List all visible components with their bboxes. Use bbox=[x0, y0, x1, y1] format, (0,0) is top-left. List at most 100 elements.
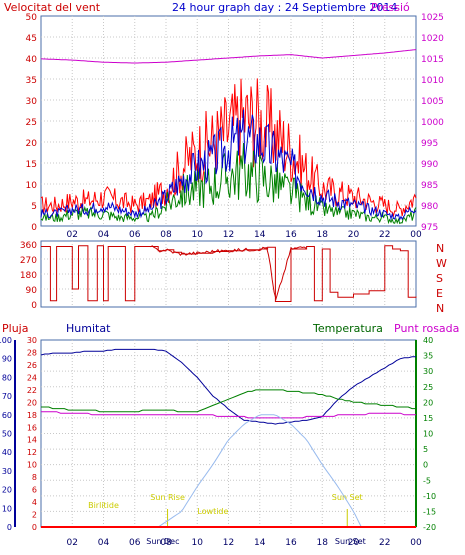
p3-humidity-tick: 50 bbox=[2, 430, 12, 439]
p3-temperature-tick: -20 bbox=[423, 523, 436, 532]
p1-right-tick: 975 bbox=[421, 223, 438, 233]
dewpoint-line bbox=[41, 411, 416, 419]
p3-annotation: Sun Set bbox=[335, 537, 366, 546]
p1-x-tick: 04 bbox=[98, 230, 110, 240]
p1-left-tick: 20 bbox=[26, 139, 38, 149]
wind-speed-line bbox=[40, 109, 417, 222]
wind-average-line bbox=[40, 142, 417, 225]
chart-title: 24 hour graph day : 24 Septiembre 2014 bbox=[172, 1, 397, 14]
p1-x-tick: 10 bbox=[192, 230, 204, 240]
p3-rain-tick: 10 bbox=[27, 461, 37, 470]
p3-humidity-tick: 90 bbox=[2, 355, 12, 364]
p2-compass-label: E bbox=[436, 287, 443, 300]
p3-x-tick: 18 bbox=[317, 538, 329, 548]
p3-rain-tick: 0 bbox=[32, 523, 37, 532]
p3-x-tick: 14 bbox=[254, 538, 266, 548]
pressure-line bbox=[40, 49, 417, 64]
p3-x-tick: 12 bbox=[223, 538, 234, 548]
p1-x-tick: 06 bbox=[129, 230, 141, 240]
panel3-annotations: Birlitide Sun Rise Lowtide Sun Set Sun Dec Su… bbox=[88, 493, 366, 546]
p3-annotation: Lowtide bbox=[197, 507, 228, 516]
p1-left-tick: 40 bbox=[26, 55, 38, 65]
p3-x-tick: 08 bbox=[160, 538, 172, 548]
p3-temperature-tick: -5 bbox=[423, 476, 431, 485]
p3-rain-tick: 8 bbox=[32, 473, 37, 482]
p1-right-tick: 985 bbox=[421, 181, 438, 191]
p3-temperature-tick: 10 bbox=[423, 430, 433, 439]
p3-rain-tick: 14 bbox=[27, 436, 37, 445]
p3-humidity-tick: 40 bbox=[2, 448, 12, 457]
p3-rain-tick: 20 bbox=[27, 398, 37, 407]
p3-temperature-tick: 20 bbox=[423, 398, 433, 407]
p3-humidity-tick: 30 bbox=[2, 467, 12, 476]
wind-direction-jitter bbox=[150, 245, 307, 301]
p3-x-tick: 00 bbox=[410, 538, 422, 548]
p1-left-tick: 10 bbox=[26, 181, 38, 191]
wind-gust-line bbox=[40, 78, 417, 218]
p2-compass-label: N bbox=[436, 242, 444, 255]
p1-right-tick: 980 bbox=[421, 202, 438, 212]
panel1-right-axis: 975 980 985 990 995 1000 1005 1010 1015 1020 1025 bbox=[421, 13, 444, 233]
p1-right-tick: 1010 bbox=[421, 76, 444, 86]
p1-x-tick: 20 bbox=[348, 230, 360, 240]
panel2-left-axis: 360 270 180 90 0 bbox=[20, 241, 37, 311]
p1-left-tick: 45 bbox=[26, 34, 37, 44]
wind-direction-line bbox=[41, 245, 417, 302]
panel1-x-axis: 02 04 06 08 10 12 14 16 18 20 22 00 bbox=[67, 230, 422, 240]
p3-x-tick: 16 bbox=[285, 538, 297, 548]
p2-left-tick: 90 bbox=[26, 286, 38, 296]
p3-humidity-tick: 70 bbox=[2, 392, 12, 401]
p3-humidity-tick: 60 bbox=[2, 411, 12, 420]
p3-rain-tick: 2 bbox=[32, 511, 37, 520]
p1-left-tick: 5 bbox=[31, 202, 37, 212]
p3-rain-tick: 16 bbox=[27, 423, 37, 432]
p3-x-tick: 06 bbox=[129, 538, 141, 548]
dewpoint-title: Punt rosada bbox=[394, 322, 459, 335]
p3-rain-tick: 6 bbox=[32, 486, 37, 495]
p1-right-tick: 1015 bbox=[421, 55, 444, 65]
solar-radiation-line bbox=[157, 414, 362, 528]
p1-left-tick: 30 bbox=[26, 97, 38, 107]
p1-right-tick: 1005 bbox=[421, 97, 444, 107]
wind-pressure-panel: Velocitat del vent 24 hour graph day : 2… bbox=[4, 1, 444, 240]
wind-speed-title: Velocitat del vent bbox=[4, 1, 101, 14]
p3-temperature-tick: -10 bbox=[423, 492, 436, 501]
p3-x-tick: 22 bbox=[379, 538, 390, 548]
p3-temperature-tick: 30 bbox=[423, 367, 433, 376]
p1-x-tick: 14 bbox=[254, 230, 266, 240]
p1-left-tick: 50 bbox=[26, 13, 38, 23]
p3-humidity-tick: 10 bbox=[2, 504, 12, 513]
p2-compass-label: W bbox=[436, 257, 447, 270]
p2-left-tick: 270 bbox=[20, 256, 37, 266]
p3-temperature-tick: 5 bbox=[423, 445, 428, 454]
p1-right-tick: 995 bbox=[421, 139, 438, 149]
p1-left-tick: 35 bbox=[26, 76, 37, 86]
p1-right-tick: 1025 bbox=[421, 13, 444, 23]
p2-left-tick: 180 bbox=[20, 271, 37, 281]
p1-x-tick: 16 bbox=[285, 230, 297, 240]
panel3-series bbox=[40, 348, 416, 528]
panel3-axes: 0102030405060708090100024681012141618202… bbox=[0, 336, 436, 532]
p3-temperature-tick: 35 bbox=[423, 352, 433, 361]
temperature-title: Temperatura bbox=[312, 322, 383, 335]
p3-x-tick: 04 bbox=[98, 538, 110, 548]
p1-right-tick: 1020 bbox=[421, 34, 444, 44]
p2-left-tick: 0 bbox=[31, 301, 37, 311]
p3-rain-tick: 12 bbox=[27, 448, 37, 457]
humidity-temperature-panel: Pluja Humitat Temperatura Punt rosada 0 1… bbox=[0, 322, 459, 548]
panel3-x-axis: 02 04 06 08 10 12 14 16 18 20 22 00 bbox=[67, 538, 422, 548]
p3-temperature-tick: 40 bbox=[423, 336, 433, 345]
p3-humidity-tick: 0 bbox=[7, 523, 12, 532]
panel1-left-axis: 0 5 10 15 20 25 30 35 40 45 50 bbox=[26, 13, 38, 233]
p1-x-tick: 12 bbox=[223, 230, 234, 240]
p2-left-tick: 360 bbox=[20, 241, 37, 251]
pressure-title: Pressió bbox=[371, 1, 410, 14]
p3-x-tick: 10 bbox=[192, 538, 204, 548]
p3-x-tick: 20 bbox=[348, 538, 360, 548]
p3-temperature-tick: 0 bbox=[423, 461, 428, 470]
humidity-line bbox=[40, 348, 416, 425]
p1-left-tick: 15 bbox=[26, 160, 37, 170]
p1-x-tick: 00 bbox=[410, 230, 422, 240]
p3-humidity-tick: 100 bbox=[0, 336, 12, 345]
